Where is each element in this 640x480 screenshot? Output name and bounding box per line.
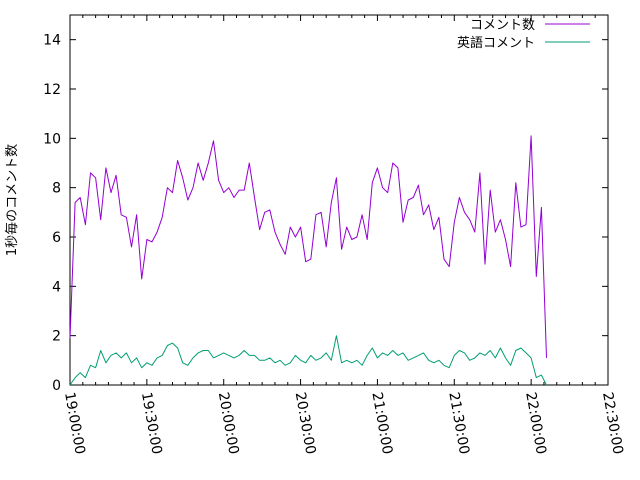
x-tick-label: 20:30:00 (292, 391, 319, 456)
legend-label: 英語コメント (457, 35, 535, 51)
x-tick-label: 21:00:00 (368, 391, 395, 456)
legend-label: コメント数 (470, 18, 535, 33)
y-tick-label: 14 (43, 33, 61, 49)
y-axis-label: 1秒毎のコメント数 (4, 144, 20, 256)
x-tick-label: 22:30:00 (599, 391, 626, 456)
y-tick-label: 6 (52, 230, 61, 246)
y-tick-label: 12 (43, 82, 61, 98)
x-tick-label: 19:30:00 (138, 391, 165, 456)
series-line-2 (69, 335, 547, 386)
y-tick-label: 4 (52, 279, 61, 295)
series-lines (69, 135, 547, 386)
y-tick-label: 2 (52, 329, 61, 345)
series-line-1 (69, 135, 547, 358)
x-tick-label: 20:00:00 (215, 391, 242, 456)
y-tick-label: 10 (43, 131, 61, 147)
x-tick-label: 21:30:00 (445, 391, 472, 456)
plot-area-border (69, 14, 609, 386)
x-tick-label: 22:00:00 (522, 391, 549, 456)
y-tick-label: 8 (52, 181, 61, 197)
x-tick-label: 19:00:00 (61, 391, 88, 456)
y-tick-label: 0 (52, 378, 61, 394)
